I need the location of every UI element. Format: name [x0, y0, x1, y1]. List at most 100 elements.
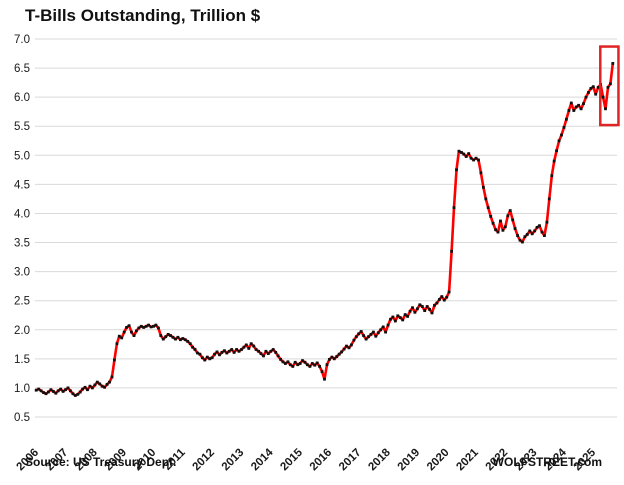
data-point-marker: [95, 380, 99, 384]
data-point-marker: [376, 331, 380, 335]
data-point-marker: [381, 325, 385, 329]
data-point-marker: [340, 350, 343, 354]
data-point-marker: [604, 107, 607, 111]
x-axis-tick-label: 2014: [249, 446, 276, 473]
data-point-marker: [249, 342, 253, 346]
data-point-marker: [579, 107, 583, 111]
data-point-marker: [547, 197, 551, 201]
data-point-marker: [460, 151, 463, 154]
data-point-marker: [203, 358, 207, 362]
data-point-marker: [364, 337, 368, 341]
data-point-marker: [257, 349, 260, 353]
data-point-marker: [428, 308, 431, 311]
data-point-marker: [337, 352, 341, 356]
data-point-marker: [122, 330, 126, 334]
data-point-marker: [423, 309, 427, 312]
data-point-marker: [264, 349, 268, 353]
data-point-marker: [152, 324, 155, 328]
data-point-marker: [540, 230, 544, 234]
data-point-marker: [117, 334, 121, 338]
y-axis-tick-label: 5.0: [14, 150, 30, 162]
data-point-marker: [64, 388, 67, 392]
data-point-marker: [98, 382, 102, 386]
data-point-marker: [521, 240, 524, 244]
data-point-marker: [218, 353, 221, 357]
data-point-marker: [208, 357, 212, 361]
data-point-marker: [103, 385, 106, 389]
data-point-marker: [367, 335, 370, 339]
data-point-marker: [357, 332, 361, 336]
data-point-marker: [538, 224, 541, 228]
data-point-marker: [296, 363, 300, 367]
data-point-marker: [320, 370, 324, 373]
data-point-marker: [149, 325, 153, 329]
data-point-marker: [110, 375, 114, 379]
data-point-marker: [406, 315, 409, 318]
data-point-marker: [482, 185, 485, 189]
data-point-marker: [511, 218, 515, 222]
data-point-marker: [394, 319, 397, 323]
data-point-marker: [232, 351, 236, 354]
data-point-marker: [359, 330, 363, 333]
data-point-marker: [59, 387, 63, 391]
data-point-marker: [78, 390, 82, 394]
data-point-marker: [298, 362, 302, 365]
y-axis-tick-label: 7.0: [14, 34, 30, 46]
data-point-marker: [137, 326, 141, 330]
data-point-marker: [565, 117, 568, 121]
data-point-marker: [489, 215, 493, 218]
data-point-marker: [262, 354, 265, 358]
y-axis-tick-label: 4.5: [14, 179, 30, 191]
data-point-marker: [508, 209, 512, 212]
data-point-marker: [51, 390, 55, 393]
data-point-marker: [47, 390, 50, 394]
data-point-marker: [176, 335, 180, 339]
x-axis-tick-label: 2018: [366, 446, 393, 473]
data-point-marker: [499, 219, 502, 223]
y-axis-tick-label: 2.5: [14, 296, 30, 308]
data-point-marker: [225, 351, 229, 355]
data-point-marker: [416, 307, 419, 311]
data-point-marker: [86, 388, 89, 392]
data-point-marker: [223, 349, 226, 353]
data-point-marker: [76, 392, 80, 396]
data-point-marker: [181, 337, 185, 340]
data-point-marker: [345, 344, 348, 348]
data-point-marker: [247, 347, 251, 350]
data-point-marker: [318, 365, 321, 368]
data-point-marker: [81, 387, 84, 391]
data-point-marker: [369, 333, 373, 336]
data-point-marker: [308, 365, 312, 368]
data-line: [34, 62, 615, 397]
data-point-marker: [567, 109, 571, 112]
data-point-marker: [83, 385, 87, 389]
data-point-marker: [284, 362, 287, 365]
data-point-marker: [310, 362, 314, 365]
data-point-marker: [279, 358, 282, 361]
data-point-marker: [66, 386, 70, 390]
data-point-marker: [518, 238, 522, 242]
data-point-marker: [401, 318, 405, 322]
data-point-marker: [389, 317, 392, 321]
data-point-marker: [100, 384, 104, 388]
data-point-marker: [452, 206, 456, 209]
data-point-marker: [183, 338, 187, 342]
data-point-marker: [139, 324, 143, 328]
data-point-marker: [474, 156, 478, 160]
chart-title: T-Bills Outstanding, Trillion $: [25, 6, 261, 25]
data-point-marker: [69, 389, 72, 393]
data-point-marker: [54, 391, 58, 395]
data-point-marker: [174, 337, 177, 341]
data-point-marker: [56, 389, 60, 393]
data-point-marker: [71, 392, 75, 396]
data-point-marker: [120, 336, 124, 340]
data-point-marker: [469, 156, 473, 160]
data-point-marker: [411, 306, 414, 310]
data-point-marker: [494, 228, 497, 232]
data-point-marker: [276, 354, 280, 358]
data-point-marker: [601, 95, 605, 99]
data-point-marker: [132, 334, 136, 337]
data-point-marker: [115, 342, 119, 346]
data-point-marker: [528, 229, 532, 233]
data-point-marker: [594, 92, 598, 96]
